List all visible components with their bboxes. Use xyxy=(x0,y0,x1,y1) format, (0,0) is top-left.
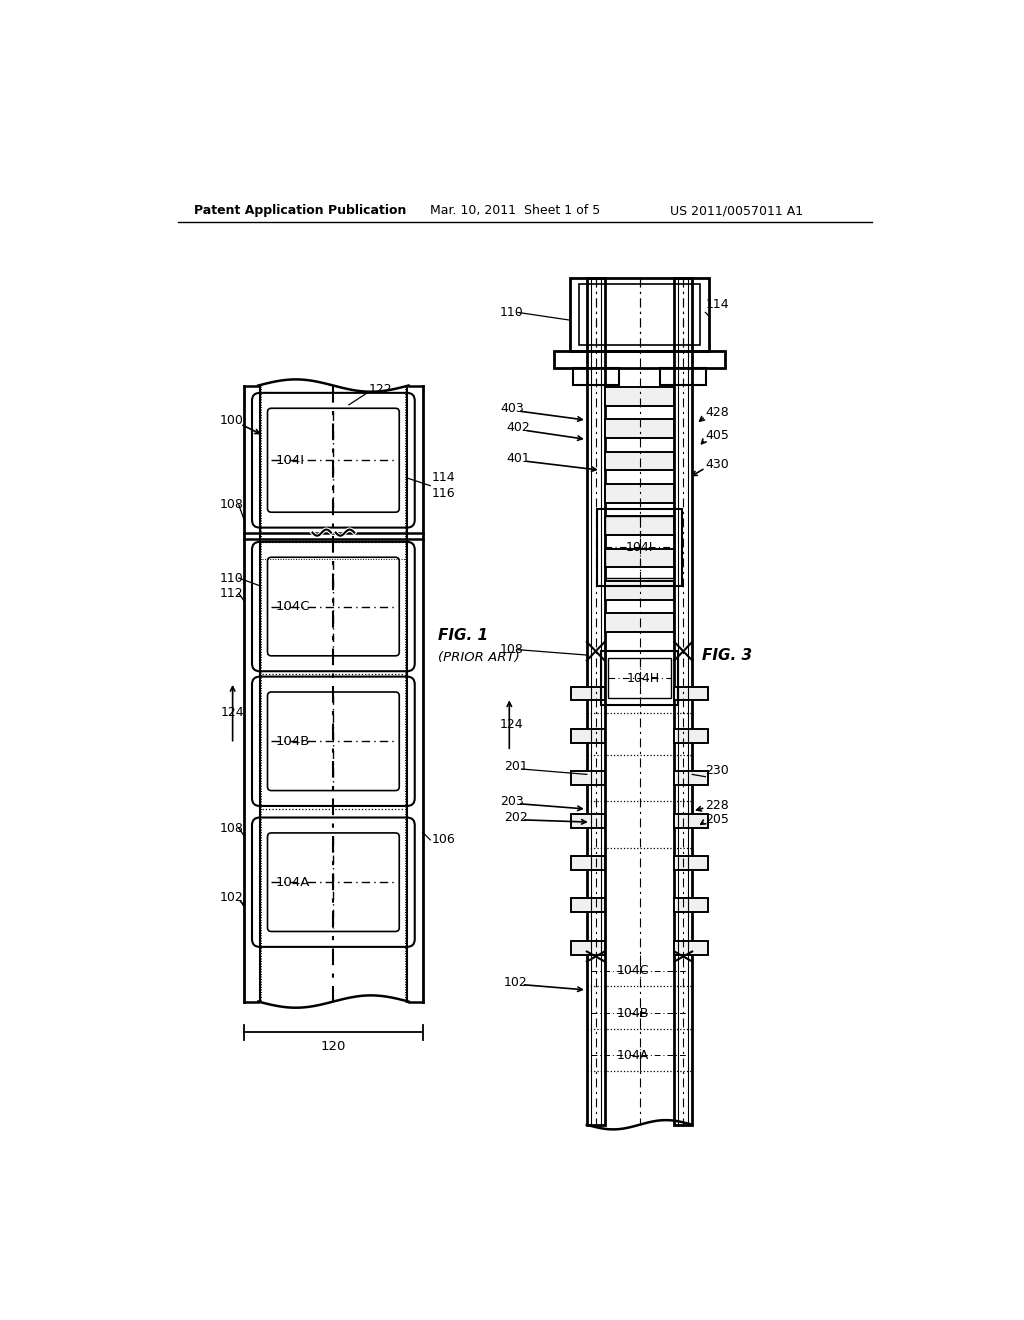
Bar xyxy=(571,771,604,785)
Bar xyxy=(571,729,604,743)
Text: 102: 102 xyxy=(504,975,527,989)
Bar xyxy=(604,387,675,405)
Bar xyxy=(675,686,708,701)
Bar xyxy=(675,813,708,828)
Text: (PRIOR ART): (PRIOR ART) xyxy=(438,651,520,664)
Text: 104I: 104I xyxy=(275,454,304,467)
Bar xyxy=(571,899,604,912)
Text: Mar. 10, 2011  Sheet 1 of 5: Mar. 10, 2011 Sheet 1 of 5 xyxy=(430,205,600,218)
Text: 116: 116 xyxy=(432,487,456,500)
Bar xyxy=(675,813,708,828)
Bar xyxy=(604,451,675,470)
Text: 201: 201 xyxy=(504,760,527,774)
Text: 104A: 104A xyxy=(616,1049,648,1063)
Text: 114: 114 xyxy=(706,298,729,312)
Bar xyxy=(571,857,604,870)
Bar xyxy=(675,941,708,954)
Text: FIG. 1: FIG. 1 xyxy=(438,628,488,643)
Text: 102: 102 xyxy=(219,891,244,904)
Bar xyxy=(571,729,604,743)
Text: 104A: 104A xyxy=(275,875,309,888)
Bar xyxy=(571,686,604,701)
Bar xyxy=(607,659,672,698)
Bar xyxy=(604,516,675,535)
Bar xyxy=(604,387,675,405)
Text: 108: 108 xyxy=(219,499,244,511)
Bar xyxy=(601,651,678,705)
Bar xyxy=(604,581,675,599)
Text: 112: 112 xyxy=(219,587,243,601)
Text: 104C: 104C xyxy=(616,964,649,977)
Bar xyxy=(675,899,708,912)
Text: 430: 430 xyxy=(706,458,729,471)
Text: 122: 122 xyxy=(369,383,392,396)
Text: 402: 402 xyxy=(506,421,530,434)
Bar xyxy=(675,857,708,870)
Bar xyxy=(604,614,675,632)
Bar xyxy=(569,277,710,351)
Text: 104I: 104I xyxy=(626,541,653,554)
Bar xyxy=(572,368,618,385)
Bar xyxy=(675,686,708,701)
Bar xyxy=(579,284,700,345)
Bar xyxy=(587,277,604,1125)
Bar xyxy=(571,941,604,954)
Bar xyxy=(675,771,708,785)
Text: 108: 108 xyxy=(500,643,524,656)
Text: 100: 100 xyxy=(219,413,244,426)
Bar xyxy=(571,857,604,870)
Bar xyxy=(604,484,675,503)
Bar xyxy=(571,899,604,912)
Bar xyxy=(571,686,604,701)
Text: 106: 106 xyxy=(432,833,456,846)
Text: 124: 124 xyxy=(221,706,245,719)
Text: 403: 403 xyxy=(500,403,523,416)
Text: US 2011/0057011 A1: US 2011/0057011 A1 xyxy=(671,205,804,218)
Bar xyxy=(604,549,675,568)
Text: FIG. 3: FIG. 3 xyxy=(701,648,752,663)
Bar xyxy=(675,771,708,785)
Bar xyxy=(604,614,675,632)
Bar xyxy=(604,484,675,503)
Bar xyxy=(597,508,682,586)
Bar xyxy=(604,549,675,568)
Text: 205: 205 xyxy=(706,813,729,825)
Bar xyxy=(660,368,707,385)
Bar xyxy=(675,729,708,743)
Text: 114: 114 xyxy=(432,471,456,484)
Bar xyxy=(675,857,708,870)
Bar xyxy=(675,941,708,954)
Text: 108: 108 xyxy=(219,822,244,834)
Text: 203: 203 xyxy=(500,795,523,808)
Bar xyxy=(675,277,692,1125)
Text: 110: 110 xyxy=(219,572,244,585)
Text: 104B: 104B xyxy=(616,1007,648,1019)
Bar xyxy=(604,420,675,438)
Text: 230: 230 xyxy=(706,764,729,777)
Text: 110: 110 xyxy=(500,306,523,319)
Text: 104H: 104H xyxy=(627,672,660,685)
Text: 202: 202 xyxy=(504,810,527,824)
Bar xyxy=(554,351,725,368)
Text: 228: 228 xyxy=(706,799,729,812)
Text: 120: 120 xyxy=(321,1040,346,1053)
Bar xyxy=(571,813,604,828)
Text: 405: 405 xyxy=(706,429,729,442)
Bar xyxy=(604,516,675,578)
Bar xyxy=(675,899,708,912)
Text: 104C: 104C xyxy=(275,601,309,612)
Text: 401: 401 xyxy=(506,453,530,465)
Bar xyxy=(571,813,604,828)
Bar xyxy=(571,771,604,785)
Text: 124: 124 xyxy=(500,718,523,731)
Bar xyxy=(604,516,675,535)
Text: 428: 428 xyxy=(706,407,729,418)
Text: Patent Application Publication: Patent Application Publication xyxy=(194,205,407,218)
Text: 104B: 104B xyxy=(275,735,309,748)
Bar xyxy=(604,420,675,438)
Bar xyxy=(604,581,675,599)
Bar xyxy=(571,941,604,954)
Bar xyxy=(675,729,708,743)
Bar xyxy=(604,451,675,470)
